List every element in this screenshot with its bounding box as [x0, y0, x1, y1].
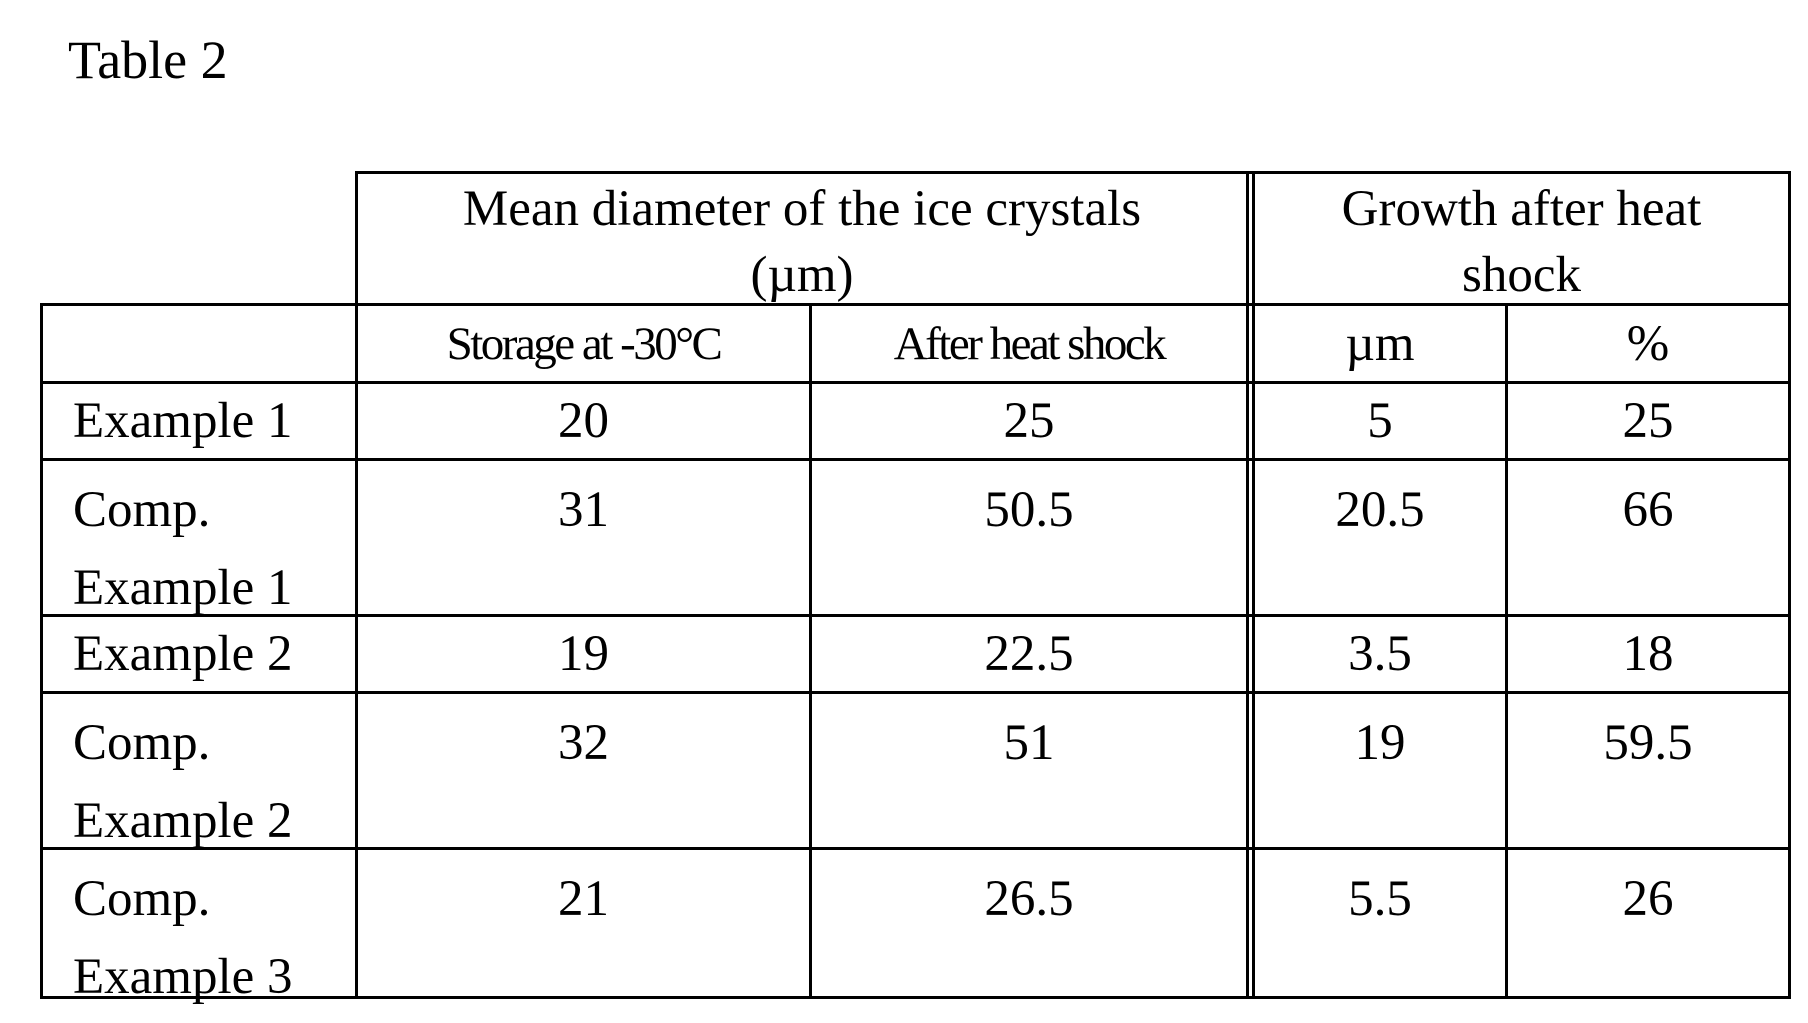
header-growth-percent: % [1508, 306, 1788, 381]
row-label: Comp. Example 2 [43, 694, 355, 847]
cell-storage: 21 [358, 850, 809, 996]
cell-growth-um: 19 [1255, 694, 1505, 847]
cell-after-heat-shock: 25 [812, 384, 1246, 458]
cell-after-heat-shock: 26.5 [812, 850, 1246, 996]
cell-storage: 19 [358, 617, 809, 691]
header-group-growth: Growth after heat shock [1255, 174, 1788, 303]
cell-growth-um: 5 [1255, 384, 1505, 458]
table-border-right [1788, 171, 1791, 999]
cell-after-heat-shock: 51 [812, 694, 1246, 847]
cell-growth-percent: 26 [1508, 850, 1788, 996]
row-label: Comp. Example 3 [43, 850, 355, 996]
cell-growth-um: 5.5 [1255, 850, 1505, 996]
header-after-heat-shock: After heat shock [812, 306, 1246, 381]
cell-storage: 32 [358, 694, 809, 847]
cell-growth-percent: 66 [1508, 461, 1788, 614]
cell-growth-um: 20.5 [1255, 461, 1505, 614]
header-growth-um: µm [1255, 306, 1505, 381]
cell-growth-percent: 25 [1508, 384, 1788, 458]
row-label: Example 2 [43, 617, 355, 691]
cell-growth-percent: 59.5 [1508, 694, 1788, 847]
row-label: Example 1 [43, 384, 355, 458]
table-rule-col-3a [1246, 171, 1249, 999]
row-label: Comp. Example 1 [43, 461, 355, 614]
cell-storage: 20 [358, 384, 809, 458]
cell-growth-um: 3.5 [1255, 617, 1505, 691]
header-group-mean-diameter: Mean diameter of the ice crystals (µm) [358, 174, 1246, 303]
cell-growth-percent: 18 [1508, 617, 1788, 691]
header-storage-minus30: Storage at -30°C [358, 306, 809, 381]
table-border-top-rowlabels [40, 303, 358, 306]
cell-storage: 31 [358, 461, 809, 614]
cell-after-heat-shock: 22.5 [812, 617, 1246, 691]
cell-after-heat-shock: 50.5 [812, 461, 1246, 614]
